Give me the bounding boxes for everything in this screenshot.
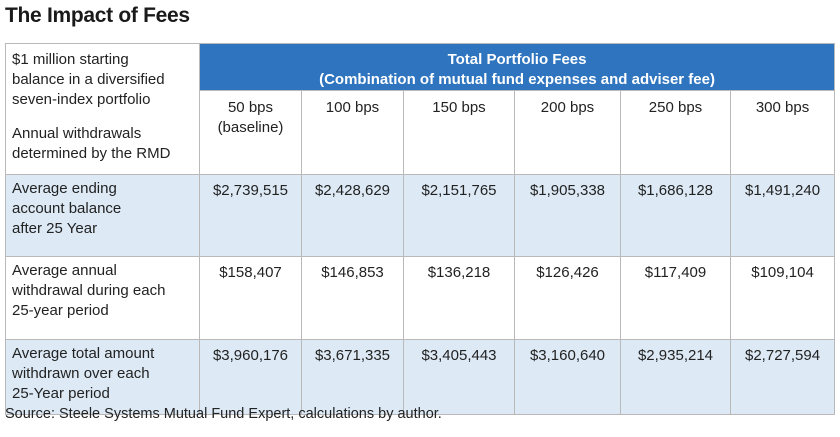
corner-text: Annual withdrawals xyxy=(12,125,142,142)
table-cell: $109,104 xyxy=(729,256,836,340)
corner-text: seven-index portfolio xyxy=(12,91,151,108)
column-header-50bps: 50 bps (baseline) xyxy=(199,90,302,175)
table-cell: $1,905,338 xyxy=(514,174,621,257)
column-header-250bps: 250 bps xyxy=(620,90,731,175)
row-label-text: after 25 Year xyxy=(12,220,98,237)
fees-table: $1 million starting balance in a diversi… xyxy=(5,43,836,415)
table-cell: $2,935,214 xyxy=(620,339,731,415)
table-cell: $3,960,176 xyxy=(199,339,302,415)
column-label: 250 bps xyxy=(648,99,703,116)
source-note: Source: Steele Systems Mutual Fund Exper… xyxy=(5,406,442,422)
column-label: 150 bps xyxy=(432,99,486,116)
column-header-300bps: 300 bps xyxy=(729,90,836,175)
column-label: 50 bps xyxy=(227,99,274,116)
column-header-150bps: 150 bps xyxy=(403,90,515,175)
fees-header-title: Total Portfolio Fees xyxy=(447,51,587,68)
table-cell: $2,739,515 xyxy=(199,174,302,257)
page-title: The Impact of Fees xyxy=(5,4,190,27)
table-row-ending-balance: Average ending account balance after 25 … xyxy=(5,174,836,257)
table-cell: $117,409 xyxy=(620,256,731,340)
row-label-text: 25-year period xyxy=(12,302,109,319)
column-header-200bps: 200 bps xyxy=(514,90,621,175)
table-cell: $146,853 xyxy=(301,256,404,340)
table-cell: $3,671,335 xyxy=(301,339,404,415)
column-label: 300 bps xyxy=(755,99,810,116)
corner-description-cell: $1 million starting balance in a diversi… xyxy=(5,43,200,175)
table-row-annual-withdrawal: Average annual withdrawal during each 25… xyxy=(5,256,836,340)
column-label: 100 bps xyxy=(325,99,380,116)
table-cell: $2,428,629 xyxy=(301,174,404,257)
table-cell: $3,160,640 xyxy=(514,339,621,415)
table-cell: $136,218 xyxy=(403,256,515,340)
row-label-text: Average ending xyxy=(12,180,117,197)
table-cell: $2,151,765 xyxy=(403,174,515,257)
fees-header-cell: Total Portfolio Fees (Combination of mut… xyxy=(198,43,836,91)
column-header-100bps: 100 bps xyxy=(301,90,404,175)
row-label: Average annual withdrawal during each 25… xyxy=(5,256,200,340)
fees-header-subtitle: (Combination of mutual fund expenses and… xyxy=(319,71,715,88)
row-label-text: withdrawn over each xyxy=(12,365,150,382)
table-row-total-withdrawn: Average total amount withdrawn over each… xyxy=(5,339,836,415)
row-label-text: withdrawal during each xyxy=(12,282,166,299)
corner-text: $1 million starting xyxy=(12,51,129,68)
row-label-text: account balance xyxy=(12,200,122,217)
table-cell: $2,727,594 xyxy=(729,339,836,415)
column-note: (baseline) xyxy=(217,119,284,136)
column-label: 200 bps xyxy=(540,99,595,116)
row-label-text: Average annual xyxy=(12,262,117,279)
row-label: Average ending account balance after 25 … xyxy=(5,174,200,257)
table-cell: $3,405,443 xyxy=(403,339,515,415)
row-label: Average total amount withdrawn over each… xyxy=(5,339,200,415)
row-label-text: 25-Year period xyxy=(12,385,110,402)
table-header-row: $1 million starting balance in a diversi… xyxy=(5,43,836,175)
table-cell: $126,426 xyxy=(514,256,621,340)
corner-text: determined by the RMD xyxy=(12,145,171,162)
column-header-row: 50 bps (baseline) 100 bps 150 bps 200 bps… xyxy=(6,90,836,175)
row-label-text: Average total amount xyxy=(12,345,155,362)
table-cell: $1,686,128 xyxy=(620,174,731,257)
table-cell: $158,407 xyxy=(199,256,302,340)
table-cell: $1,491,240 xyxy=(729,174,836,257)
corner-text: balance in a diversified xyxy=(12,71,165,88)
